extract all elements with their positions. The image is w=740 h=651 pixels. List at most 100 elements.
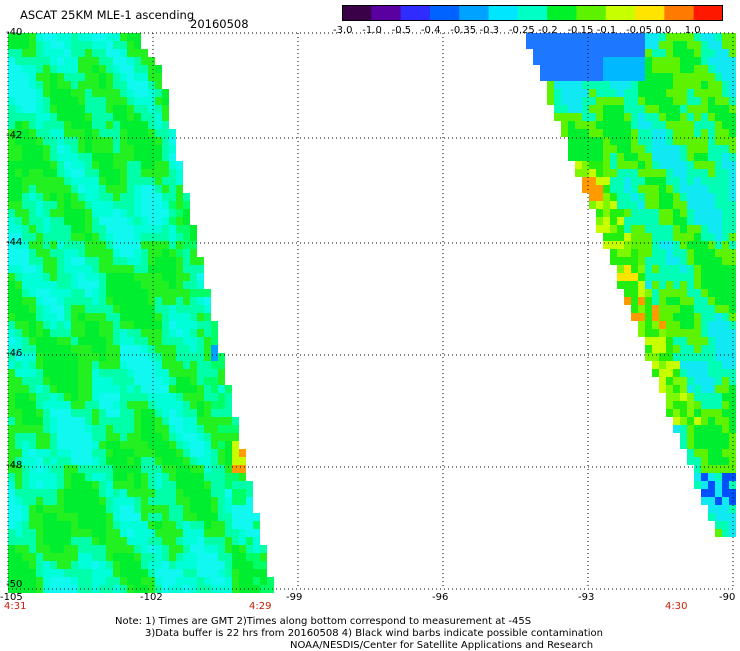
wind-data-cell xyxy=(127,513,134,521)
wind-data-cell xyxy=(106,377,113,385)
wind-data-cell xyxy=(190,401,197,409)
wind-data-cell xyxy=(694,313,701,321)
wind-data-cell xyxy=(162,417,169,425)
wind-data-cell xyxy=(176,401,183,409)
wind-data-cell xyxy=(22,521,29,529)
color-scale-label: -0.5 xyxy=(391,25,412,36)
wind-data-cell xyxy=(92,33,99,41)
wind-data-cell xyxy=(659,257,666,265)
wind-data-cell xyxy=(15,249,22,257)
wind-data-cell xyxy=(708,297,715,305)
wind-data-cell xyxy=(92,497,99,505)
wind-data-cell xyxy=(57,49,64,57)
wind-data-cell xyxy=(85,337,92,345)
wind-data-cell xyxy=(64,105,71,113)
wind-data-cell xyxy=(624,33,631,41)
wind-data-cell xyxy=(715,273,722,281)
wind-data-cell xyxy=(85,129,92,137)
wind-data-cell xyxy=(575,89,582,97)
wind-data-cell xyxy=(36,361,43,369)
wind-data-cell xyxy=(22,161,29,169)
wind-data-cell xyxy=(113,329,120,337)
wind-data-cell xyxy=(155,129,162,137)
wind-data-cell xyxy=(120,129,127,137)
wind-data-cell xyxy=(92,569,99,577)
wind-data-cell xyxy=(64,353,71,361)
wind-data-cell xyxy=(603,169,610,177)
wind-data-cell xyxy=(589,105,596,113)
wind-data-cell xyxy=(687,369,694,377)
wind-data-cell xyxy=(722,105,729,113)
wind-data-cell xyxy=(694,129,701,137)
wind-data-cell xyxy=(85,97,92,105)
wind-data-cell xyxy=(673,353,680,361)
wind-data-cell xyxy=(15,193,22,201)
wind-data-cell xyxy=(15,353,22,361)
wind-data-cell xyxy=(162,161,169,169)
lon-label-96: -96 xyxy=(432,592,449,603)
wind-data-cell xyxy=(624,145,631,153)
wind-data-cell xyxy=(603,33,610,41)
wind-data-cell xyxy=(715,225,722,233)
wind-data-cell xyxy=(15,329,22,337)
wind-data-cell xyxy=(141,161,148,169)
wind-data-cell xyxy=(127,553,134,561)
wind-data-cell xyxy=(120,281,127,289)
wind-data-cell xyxy=(722,113,729,121)
wind-data-cell xyxy=(64,161,71,169)
wind-data-cell xyxy=(57,561,64,569)
wind-data-cell xyxy=(673,393,680,401)
wind-data-cell xyxy=(106,33,113,41)
wind-data-cell xyxy=(85,289,92,297)
wind-data-cell xyxy=(113,377,120,385)
wind-data-cell xyxy=(155,169,162,177)
wind-data-cell xyxy=(120,537,127,545)
wind-data-cell xyxy=(99,225,106,233)
wind-data-cell xyxy=(120,385,127,393)
wind-data-cell xyxy=(85,257,92,265)
wind-data-cell xyxy=(43,529,50,537)
wind-data-cell xyxy=(141,97,148,105)
wind-data-cell xyxy=(610,233,617,241)
lat-label-50: -50 xyxy=(6,579,23,590)
wind-data-cell xyxy=(568,65,575,73)
wind-data-cell xyxy=(113,305,120,313)
wind-data-cell xyxy=(680,417,687,425)
wind-data-cell xyxy=(183,393,190,401)
wind-data-cell xyxy=(15,153,22,161)
wind-data-cell xyxy=(78,513,85,521)
wind-data-cell xyxy=(715,377,722,385)
wind-data-cell xyxy=(722,465,729,473)
wind-data-cell xyxy=(169,185,176,193)
wind-data-cell xyxy=(148,169,155,177)
wind-data-cell xyxy=(652,233,659,241)
wind-data-cell xyxy=(92,289,99,297)
wind-data-cell xyxy=(190,521,197,529)
wind-data-cell xyxy=(652,41,659,49)
wind-data-cell xyxy=(155,97,162,105)
wind-data-cell xyxy=(99,241,106,249)
wind-data-cell xyxy=(106,225,113,233)
wind-data-cell xyxy=(134,409,141,417)
wind-data-cell xyxy=(624,161,631,169)
wind-data-cell xyxy=(638,65,645,73)
wind-data-cell xyxy=(225,433,232,441)
wind-data-cell xyxy=(15,465,22,473)
wind-data-cell xyxy=(631,57,638,65)
wind-data-cell xyxy=(694,177,701,185)
wind-data-cell xyxy=(708,409,715,417)
wind-data-cell xyxy=(589,121,596,129)
wind-data-cell xyxy=(36,57,43,65)
wind-data-cell xyxy=(148,289,155,297)
wind-data-cell xyxy=(99,465,106,473)
wind-data-cell xyxy=(50,273,57,281)
wind-data-cell xyxy=(715,401,722,409)
wind-data-cell xyxy=(120,81,127,89)
wind-data-cell xyxy=(652,273,659,281)
wind-data-cell xyxy=(57,529,64,537)
wind-data-cell xyxy=(610,73,617,81)
wind-data-cell xyxy=(645,113,652,121)
wind-data-cell xyxy=(190,377,197,385)
wind-data-cell xyxy=(694,449,701,457)
wind-data-cell xyxy=(575,41,582,49)
